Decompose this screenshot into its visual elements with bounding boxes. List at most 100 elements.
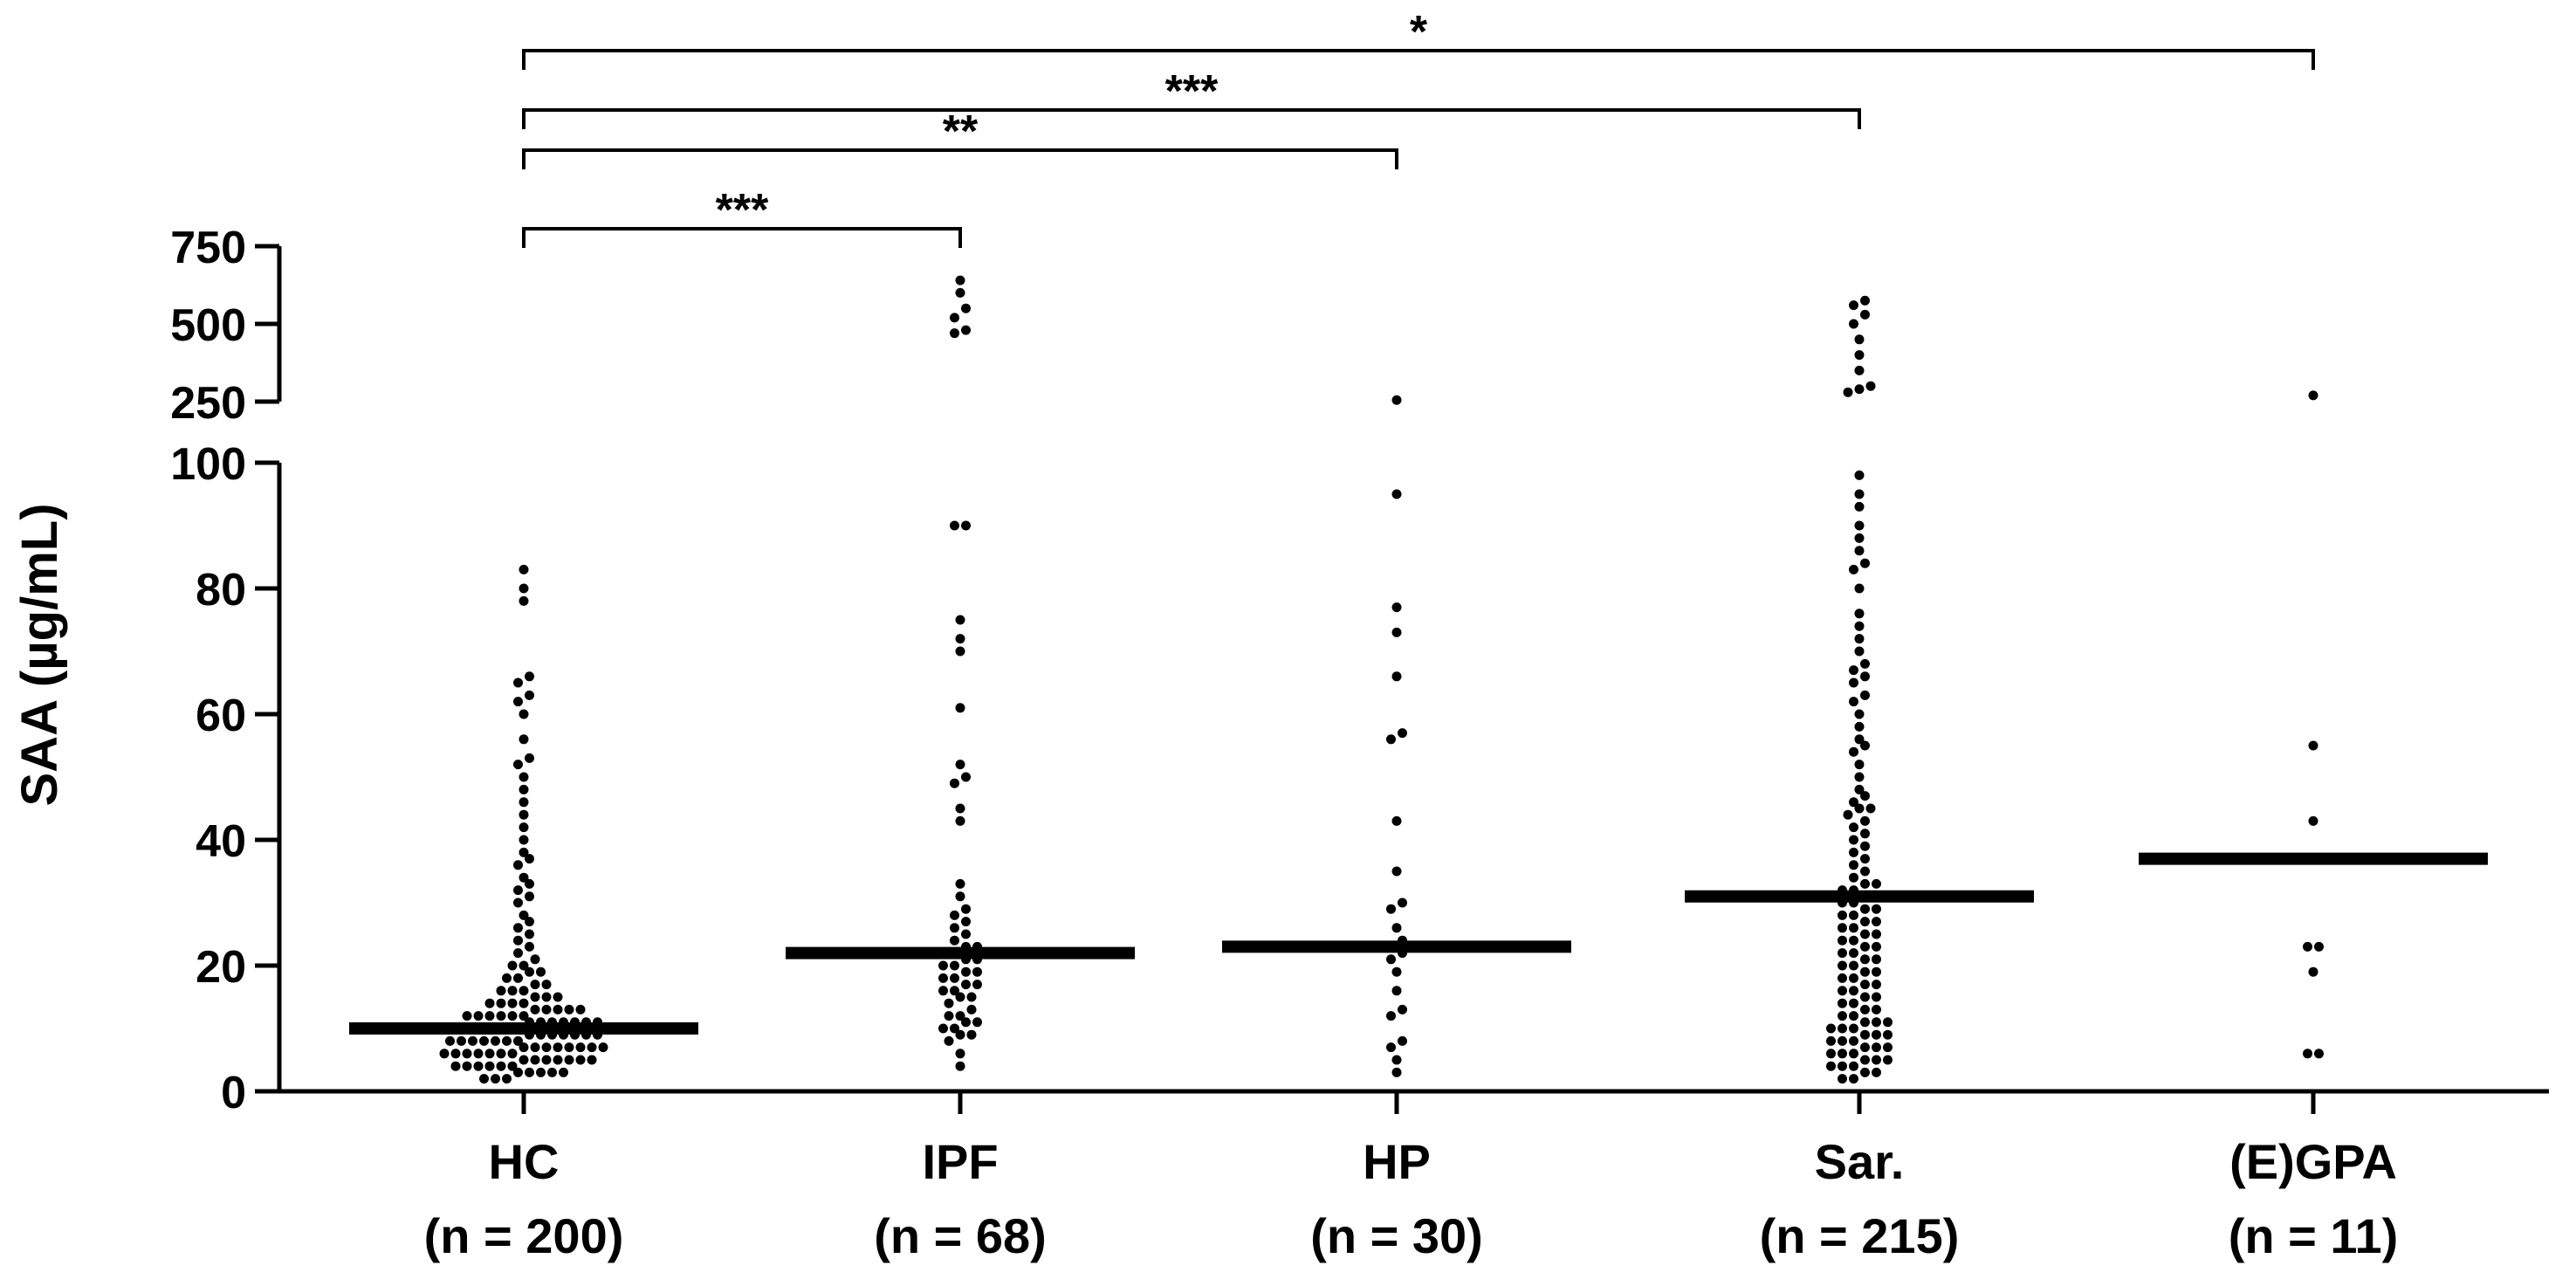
data-point xyxy=(450,1049,461,1059)
data-point xyxy=(468,1035,477,1046)
data-point xyxy=(955,703,965,713)
data-point xyxy=(553,1055,563,1065)
data-point xyxy=(519,986,529,996)
data-point xyxy=(1398,897,1407,908)
data-point xyxy=(955,803,965,814)
data-point xyxy=(1849,1023,1858,1034)
data-point xyxy=(1849,822,1858,833)
data-point xyxy=(1826,1035,1836,1046)
data-point xyxy=(1849,998,1858,1008)
data-point xyxy=(519,583,529,594)
data-point xyxy=(564,1042,574,1053)
data-point xyxy=(2308,390,2318,401)
y-lower-tick-label: 80 xyxy=(196,565,246,615)
median-lines xyxy=(349,852,2488,1035)
significance-label: ** xyxy=(943,107,979,157)
data-point xyxy=(1849,835,1858,845)
data-point xyxy=(541,992,552,1002)
data-point xyxy=(1854,520,1865,531)
data-point xyxy=(519,595,529,606)
data-point xyxy=(1849,300,1858,311)
y-axis-label: SAA (µg/mL) xyxy=(11,503,68,806)
data-point xyxy=(519,835,529,845)
data-point xyxy=(944,1011,954,1021)
data-point xyxy=(950,935,959,946)
data-point xyxy=(513,885,523,896)
data-point xyxy=(496,1011,506,1021)
data-point xyxy=(972,980,982,990)
data-point xyxy=(1872,1042,1881,1053)
data-point xyxy=(513,973,523,983)
significance-bracket xyxy=(522,108,1861,129)
data-point xyxy=(473,1011,484,1021)
data-point xyxy=(1398,728,1407,739)
data-point xyxy=(1849,1074,1858,1084)
data-point xyxy=(445,1035,455,1046)
data-point xyxy=(541,1004,552,1014)
data-point xyxy=(1838,973,1847,983)
data-point xyxy=(1391,923,1402,933)
data-point xyxy=(1854,634,1865,644)
y-lower-tick-label: 100 xyxy=(170,439,246,490)
data-point xyxy=(1849,860,1858,870)
data-point xyxy=(1860,841,1870,851)
data-point xyxy=(1860,829,1870,839)
data-point xyxy=(530,992,540,1002)
data-point xyxy=(1872,1055,1881,1065)
data-point xyxy=(1854,350,1865,361)
data-point xyxy=(502,1035,512,1046)
data-point xyxy=(1860,992,1870,1002)
data-point xyxy=(1860,1017,1870,1028)
data-point xyxy=(1838,960,1847,971)
data-point xyxy=(541,1042,552,1053)
data-point xyxy=(1854,646,1865,657)
x-tick-label: IPF xyxy=(922,1134,998,1189)
data-point xyxy=(1391,627,1402,637)
data-point xyxy=(519,734,529,745)
data-point xyxy=(519,709,529,719)
data-point xyxy=(1872,878,1881,889)
data-point xyxy=(507,1049,518,1059)
data-point xyxy=(473,1049,484,1059)
x-tick-count-label: (n = 30) xyxy=(1310,1208,1483,1263)
data-point xyxy=(519,772,529,782)
data-point xyxy=(2308,966,2318,977)
data-point xyxy=(1860,791,1870,801)
data-point xyxy=(598,1042,608,1053)
data-point xyxy=(1849,319,1858,329)
data-point xyxy=(1826,1061,1836,1071)
data-point xyxy=(1854,784,1865,794)
data-point xyxy=(950,986,959,996)
data-point xyxy=(1883,1055,1893,1065)
x-tick-label: HP xyxy=(1363,1134,1431,1189)
data-point xyxy=(564,1004,574,1014)
x-tick-label: HC xyxy=(489,1134,560,1189)
data-point xyxy=(1391,602,1402,613)
data-point xyxy=(525,690,534,700)
data-point xyxy=(955,615,965,625)
significance-bracket xyxy=(522,148,1398,169)
data-point xyxy=(1854,470,1865,480)
data-point xyxy=(1391,966,1402,977)
data-point xyxy=(1865,803,1876,814)
data-point xyxy=(1860,917,1870,927)
data-point xyxy=(530,1042,540,1053)
data-point xyxy=(1872,1004,1881,1014)
data-point xyxy=(513,697,523,707)
data-point xyxy=(519,822,529,833)
data-point xyxy=(955,1049,965,1059)
data-point xyxy=(955,891,965,902)
data-point xyxy=(1849,797,1858,808)
data-point xyxy=(507,986,518,996)
data-point xyxy=(525,891,534,902)
data-point xyxy=(1860,815,1870,826)
data-point xyxy=(1849,986,1858,996)
data-point xyxy=(1872,992,1881,1002)
data-point xyxy=(519,872,529,883)
axes: 0 20 40 60 80 100 250 500 750 HC (n = 200) IPF (n = … xyxy=(170,223,2549,1263)
data-point xyxy=(2314,941,2324,952)
data-point xyxy=(1854,621,1865,631)
data-point xyxy=(1391,1055,1402,1065)
data-point xyxy=(966,992,977,1002)
